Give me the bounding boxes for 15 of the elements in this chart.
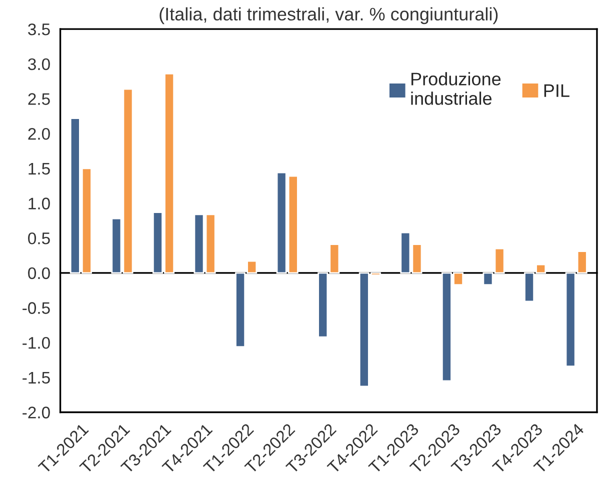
y-tick-label: -1.5 — [22, 372, 50, 384]
y-tick-label: 1.5 — [28, 163, 50, 175]
y-tick-label: 0.5 — [28, 232, 50, 244]
legend-label: PIL — [544, 84, 570, 97]
y-tick-label: 3.0 — [28, 58, 50, 70]
y-tick-label: 1.0 — [28, 198, 50, 210]
y-tick-label: 0.0 — [28, 267, 50, 280]
y-tick-label: -0.5 — [22, 302, 50, 314]
legend-label: Produzione industriale — [411, 72, 501, 105]
y-tick-label: 3.5 — [28, 24, 50, 36]
y-tick-label: -1.0 — [22, 336, 50, 349]
chart-title: (Italia, dati trimestrali, var. % congiunturali) — [160, 7, 498, 24]
y-tick-label: 2.5 — [28, 93, 50, 105]
y-tick-label: 2.0 — [28, 128, 50, 140]
y-tick-label: -2.0 — [22, 406, 50, 418]
